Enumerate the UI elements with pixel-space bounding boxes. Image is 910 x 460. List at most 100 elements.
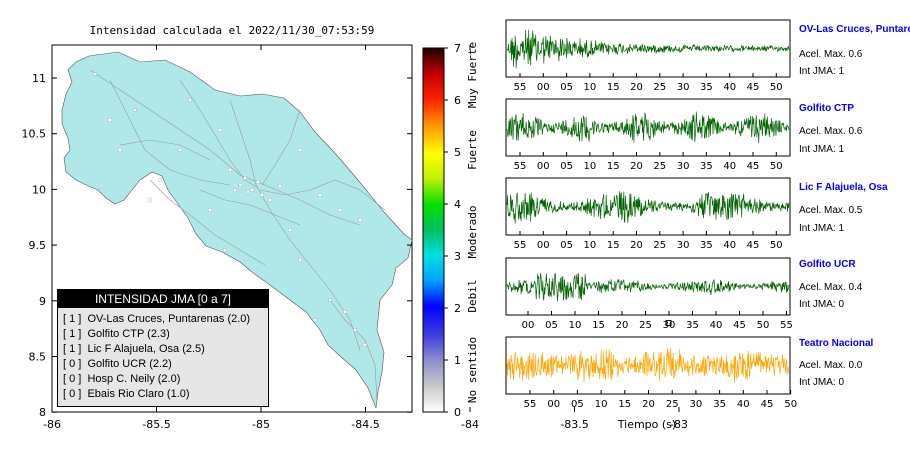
map-title: Intensidad calculada el 2022/11/30_07:53… [90, 24, 375, 37]
time-tick-label: 30 [690, 399, 703, 410]
time-tick-label: 05 [560, 82, 573, 93]
time-tick-label: 45 [747, 161, 760, 172]
legend-row-text: [ 0 ] Golfito UCR (2.2) [63, 358, 172, 370]
colorbar-category-label: No sentido [466, 337, 479, 403]
colorbar: 0 1 2 3 4 5 6 7 No sentido Debil Moderado Fuerte Mu… [422, 42, 479, 419]
town-dot [313, 318, 317, 322]
time-tick-label: 05 [560, 161, 573, 172]
lat-tick-label: 11 [32, 72, 46, 85]
time-tick-label: 40 [723, 240, 736, 251]
colorbar-tick-label: 1 [454, 354, 461, 367]
lon-tick-label: -84.5 [351, 418, 379, 431]
colorbar-tick-label: 2 [454, 302, 461, 315]
costa-rica-land [61, 51, 413, 409]
seismogram-panels: 55 00 05 10 15 20 25 30 35 40 45 50 55 00 05 10 15 20 25 30… [505, 19, 797, 410]
station-int: Int JMA: 0 [799, 377, 845, 388]
colorbar-gradient [422, 47, 445, 413]
time-tick-label: 25 [653, 82, 666, 93]
time-tick-label: 10 [595, 399, 608, 410]
time-tick-label: 35 [700, 82, 713, 93]
station-acel: Acel. Max. 0.5 [799, 205, 863, 216]
legend-row: [ 1 ] OV-Las Cruces, Puntarenas (2.0) [58, 312, 268, 327]
lon-tick-label: -84 [461, 418, 479, 431]
legend-row-text: [ 1 ] OV-Las Cruces, Puntarenas (2.0) [63, 313, 251, 325]
legend-row-text: [ 0 ] Hosp C. Neily (2.0) [63, 373, 181, 385]
town-dot [108, 118, 112, 122]
lat-tick-label: 9.5 [29, 239, 47, 252]
colorbar-tick-label: 4 [454, 198, 461, 211]
town-dot [246, 190, 250, 194]
time-tick-label: 25 [653, 240, 666, 251]
time-tick-label: 45 [747, 82, 760, 93]
town-dot [343, 310, 347, 314]
time-tick-label: 55 [524, 399, 537, 410]
town-dot [208, 208, 212, 212]
time-tick-label: 50 [757, 320, 770, 331]
time-tick-label: 50 [770, 82, 783, 93]
station-acel: Acel. Max. 0.4 [799, 282, 863, 293]
legend-row: [ 0 ] Golfito UCR (2.2) [58, 357, 268, 372]
colorbar-tick-label: 0 [454, 406, 461, 419]
town-dot [318, 193, 322, 197]
time-tick-label: 25 [639, 320, 652, 331]
seismogram-trace [506, 191, 790, 224]
time-tick-label: 20 [616, 320, 629, 331]
time-tick-label: 40 [723, 82, 736, 93]
time-tick-label: 20 [642, 399, 655, 410]
legend-row: [ 0 ] Hosp C. Neily (2.0) [58, 372, 268, 387]
station-name: Lic F Alajuela, Osa [799, 182, 888, 193]
colorbar-tick-label: 7 [454, 42, 461, 55]
time-tick-label: 45 [761, 399, 774, 410]
time-tick-label: 35 [700, 161, 713, 172]
time-tick-label: 55 [514, 82, 527, 93]
time-tick-label: 05 [545, 320, 558, 331]
town-dot [338, 208, 342, 212]
time-tick-label: 05 [560, 240, 573, 251]
time-tick-label: 50 [770, 240, 783, 251]
time-tick-label: 00 [537, 82, 550, 93]
station-marker [665, 320, 672, 327]
time-tick-label: 10 [584, 161, 597, 172]
station-name: Golfito UCR [799, 259, 856, 270]
town-dot [238, 183, 242, 187]
town-dot [233, 188, 237, 192]
town-dot [256, 180, 260, 184]
colorbar-category-label: Fuerte [466, 130, 479, 170]
lon-tick-label: -83.5 [560, 418, 588, 431]
town-dot [288, 228, 292, 232]
station-acel: Acel. Max. 0.6 [799, 49, 863, 60]
colorbar-category-label: Debil [466, 279, 479, 312]
time-tick-label: 10 [569, 320, 582, 331]
time-tick-label: 45 [747, 240, 760, 251]
colorbar-tick-label: 3 [454, 250, 461, 263]
time-tick-label: 10 [584, 82, 597, 93]
time-tick-label: 10 [584, 240, 597, 251]
time-tick-label: 50 [770, 161, 783, 172]
time-tick-label: 15 [592, 320, 605, 331]
legend-row: [ 0 ] Ebais Rio Claro (1.0) [58, 387, 268, 402]
intensity-legend: INTENSIDAD JMA [0 a 7] [ 1 ] OV-Las Cruc… [57, 289, 269, 407]
town-dot [353, 328, 357, 332]
town-dot [363, 343, 367, 347]
legend-row-text: [ 0 ] Ebais Rio Claro (1.0) [63, 388, 190, 400]
town-dot [298, 258, 302, 262]
time-axis-label: Tiempo (s) [617, 418, 676, 431]
time-tick-label: 35 [713, 399, 726, 410]
seismogram-trace [506, 111, 790, 144]
town-dot [228, 168, 232, 172]
seismogram-trace [506, 29, 790, 69]
legend-row: [ 1 ] Golfito CTP (2.3) [58, 327, 268, 342]
station-int: Int JMA: 1 [799, 223, 845, 234]
time-tick-label: 00 [537, 161, 550, 172]
lon-tick-label: -85.5 [142, 418, 170, 431]
colorbar-tick-label: 6 [454, 94, 461, 107]
longitude-axis: -86 -85.5 -85 -84.5 -84 -83.5 -83 [43, 45, 688, 431]
time-tick-label: 15 [607, 82, 620, 93]
town-dot [118, 148, 122, 152]
lon-tick-label: -86 [43, 418, 61, 431]
colorbar-category-label: Muy Fuerte [466, 42, 479, 108]
station-name: Teatro Nacional [799, 338, 874, 349]
time-tick-label: 45 [733, 320, 746, 331]
latitude-axis: 11 10.5 10 9.5 9 8.5 8 [22, 72, 412, 419]
